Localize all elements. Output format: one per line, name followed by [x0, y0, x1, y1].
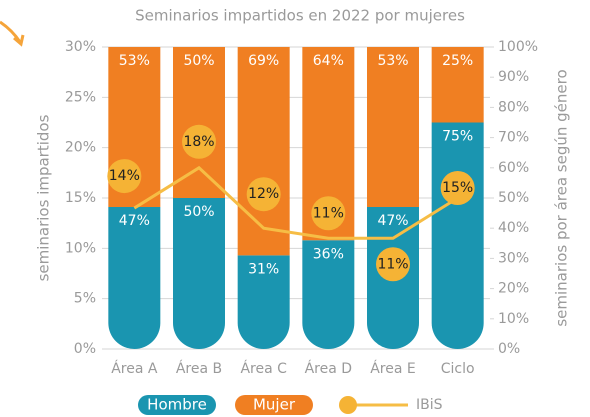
- bar-segment: [108, 207, 161, 349]
- value-badge: [107, 159, 142, 194]
- legend-swatch: [138, 395, 216, 415]
- legend-label: IBiS: [416, 397, 443, 413]
- bar-value-label: 25%: [442, 53, 473, 69]
- bar-segment: [237, 47, 290, 256]
- bar-segment: [173, 47, 225, 198]
- x-tick-label: Ciclo: [441, 361, 475, 377]
- value-badge: [440, 171, 475, 205]
- y2-tick-label: 50%: [498, 190, 529, 206]
- bar-value-label: 53%: [119, 53, 150, 69]
- bar-segment: [237, 255, 290, 349]
- value-badge: [311, 196, 346, 231]
- bar-segment: [431, 122, 484, 350]
- y2-tick-label: 100%: [498, 39, 538, 55]
- value-badge: [182, 124, 216, 159]
- x-tick-label: Área E: [370, 360, 416, 377]
- decoration: [13, 34, 25, 47]
- bar-value-label: 31%: [248, 261, 279, 277]
- legend-label: Mujer: [253, 396, 296, 414]
- y-tick-label: 0%: [74, 341, 96, 357]
- y2-tick-label: 90%: [498, 69, 529, 85]
- y-tick-label: 15%: [65, 190, 96, 206]
- y2-tick-label: 10%: [498, 311, 529, 327]
- line-value-label: 11%: [313, 205, 344, 221]
- x-tick-label: Área B: [176, 360, 222, 377]
- legend-marker: [339, 396, 357, 414]
- value-badge: [376, 247, 410, 282]
- bar-segment: [173, 198, 225, 349]
- y2-axis-label: seminarios por área según género: [553, 69, 571, 326]
- bar-value-label: 69%: [248, 53, 279, 69]
- line-value-label: 15%: [442, 180, 473, 196]
- bar-segment: [431, 47, 484, 123]
- line-value-label: 11%: [377, 256, 408, 272]
- y-tick-label: 20%: [65, 140, 96, 156]
- bar-segment: [302, 240, 355, 350]
- bar-value-label: 47%: [119, 213, 150, 229]
- y2-tick-label: 0%: [498, 341, 520, 357]
- legend-swatch: [235, 395, 313, 415]
- y2-tick-label: 70%: [498, 130, 529, 146]
- x-tick-label: Área C: [240, 360, 287, 377]
- chart-title: Seminarios impartidos en 2022 por mujere…: [135, 7, 465, 25]
- bar-value-label: 47%: [377, 213, 408, 229]
- line-value-label: 18%: [183, 134, 214, 150]
- bar-segment: [367, 47, 419, 208]
- line-value-label: 14%: [109, 168, 140, 184]
- y2-tick-label: 60%: [498, 160, 529, 176]
- line: [133, 165, 459, 240]
- value-badge: [246, 177, 281, 212]
- bar-value-label: 50%: [183, 204, 214, 220]
- bar-segment: [302, 47, 355, 241]
- bar-value-label: 64%: [313, 53, 344, 69]
- line-value-label: 12%: [248, 186, 279, 202]
- y2-tick-label: 20%: [498, 281, 529, 297]
- x-tick-label: Área D: [305, 360, 352, 377]
- y2-tick-label: 30%: [498, 250, 529, 266]
- bar-value-label: 75%: [442, 129, 473, 145]
- x-tick-label: Área A: [111, 360, 158, 377]
- y2-tick-label: 40%: [498, 220, 529, 236]
- bar-value-label: 50%: [183, 53, 214, 69]
- bar-value-label: 53%: [377, 53, 408, 69]
- y-axis-label: seminarios impartidos: [35, 114, 53, 281]
- y2-tick-label: 80%: [498, 99, 529, 115]
- y-tick-label: 10%: [65, 240, 96, 256]
- y-tick-label: 30%: [65, 39, 96, 55]
- legend-label: Hombre: [147, 396, 207, 414]
- bar-value-label: 36%: [313, 246, 344, 262]
- y-tick-label: 5%: [74, 291, 96, 307]
- y-tick-label: 25%: [65, 89, 96, 105]
